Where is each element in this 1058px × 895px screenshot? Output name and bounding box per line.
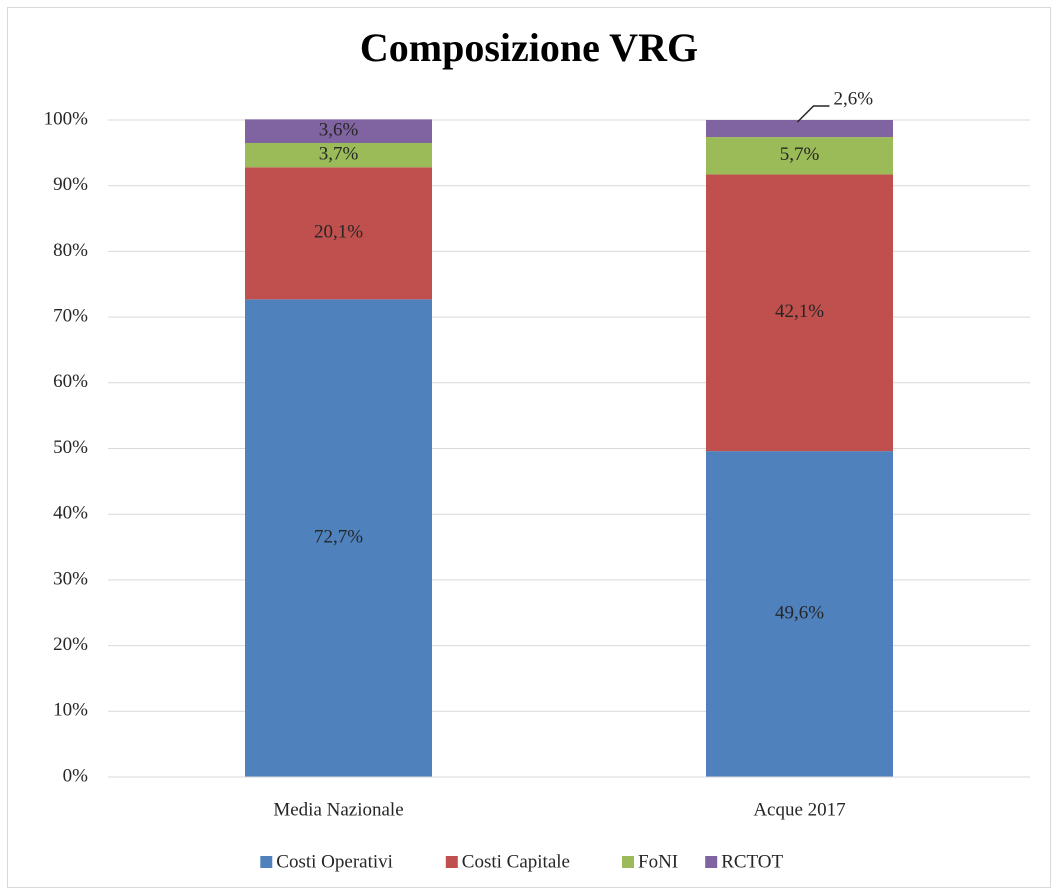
data-label: 3,6% [319,120,359,141]
data-label: 42,1% [775,301,824,322]
data-label: 3,7% [319,144,359,165]
bar-segment [245,119,432,143]
bar-segment [706,174,893,452]
legend-swatch [622,856,634,868]
legend-swatch [705,856,718,868]
chart-title: Composizione VRG [360,25,698,70]
y-tick-label: 70% [53,305,88,326]
bar-segment [245,167,432,300]
y-tick-label: 100% [44,108,89,129]
y-tick-label: 20% [53,634,88,655]
data-label: 2,6% [834,88,874,109]
x-tick-label: Acque 2017 [753,799,845,820]
data-label: 72,7% [314,527,363,548]
y-tick-label: 0% [63,765,89,786]
legend-label: RCTOT [721,851,783,872]
bar-segment [245,142,432,168]
y-tick-label: 50% [53,437,88,458]
legend-label: Costi Operativi [276,851,393,872]
legend-label: FoNI [638,851,678,872]
bar-segment [706,120,893,138]
y-tick-label: 10% [53,700,88,721]
leader-line [796,105,830,123]
bar-segment [706,137,893,175]
legend-swatch [445,856,458,868]
bar-segment [245,299,432,777]
legend-label: Costi Capitale [462,851,570,872]
y-tick-label: 90% [53,174,88,195]
y-tick-label: 60% [53,371,88,392]
y-tick-label: 30% [53,568,88,589]
y-tick-label: 80% [53,240,88,261]
data-label: 49,6% [775,602,824,623]
data-label: 5,7% [780,144,820,165]
chart-border [7,7,1051,888]
x-tick-label: Media Nazionale [273,799,403,820]
data-label: 20,1% [314,222,363,243]
y-tick-label: 40% [53,503,88,524]
legend-swatch [260,856,273,868]
bar-segment [706,451,893,777]
